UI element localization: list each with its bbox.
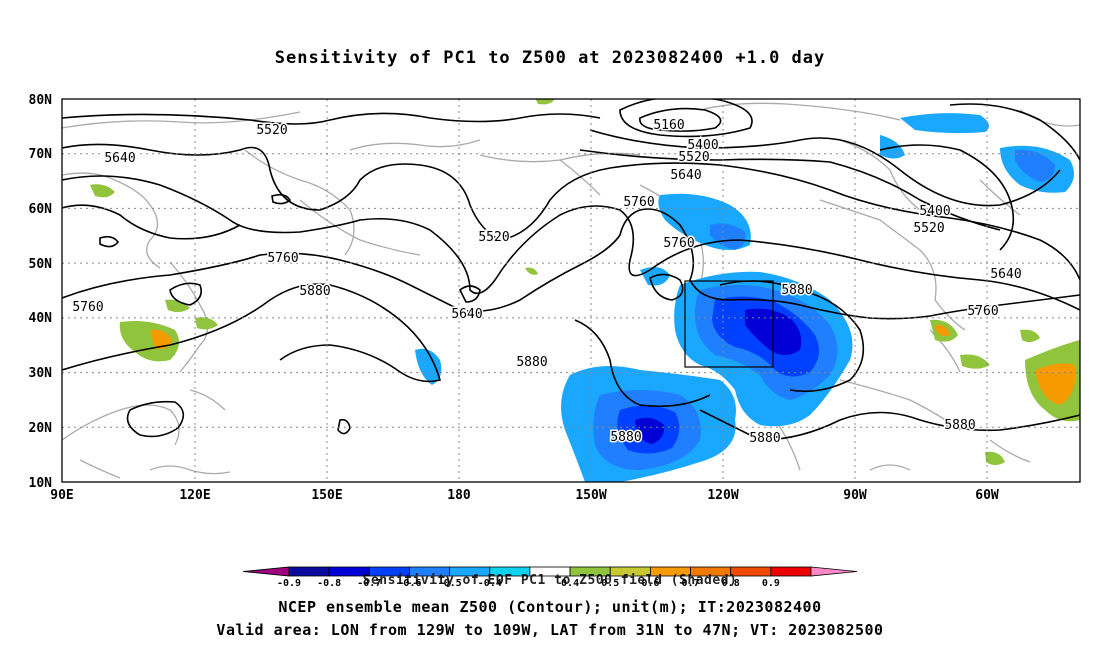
contour-label: 5760 bbox=[267, 251, 298, 266]
shaded-region bbox=[960, 354, 990, 369]
map-title: Sensitivity of PC1 to Z500 at 2023082400… bbox=[274, 48, 826, 68]
contour-label: 5640 bbox=[670, 168, 701, 183]
lon-tick-label: 90W bbox=[843, 488, 867, 503]
lat-tick-label: 40N bbox=[29, 311, 53, 326]
shaded-region bbox=[1035, 363, 1076, 405]
lat-tick-label: 60N bbox=[29, 202, 53, 217]
shaded-region bbox=[525, 267, 538, 275]
shaded-region bbox=[90, 184, 115, 198]
colorbar-tick-label: 0.8 bbox=[722, 578, 740, 589]
contour-label: 5760 bbox=[72, 300, 103, 315]
contour-label: 5760 bbox=[623, 195, 654, 210]
colorbar-tick-label: 0.9 bbox=[762, 578, 780, 589]
contour-label: 5640 bbox=[990, 267, 1021, 282]
colorbar-tick-label: 0.5 bbox=[601, 578, 619, 589]
colorbar bbox=[242, 566, 858, 577]
lat-tick-label: 10N bbox=[29, 476, 53, 491]
contour-label: 5520 bbox=[478, 230, 509, 245]
shaded-region bbox=[935, 324, 950, 336]
valid-area-box bbox=[684, 280, 774, 368]
gridlines bbox=[62, 99, 1080, 482]
colorbar-tick-label: -0.5 bbox=[438, 578, 462, 589]
shaded-region bbox=[710, 223, 746, 250]
shaded-region bbox=[535, 99, 555, 105]
contour-label: 5400 bbox=[687, 138, 718, 153]
colorbar-tick-label: 0.6 bbox=[641, 578, 659, 589]
contour-label: 5520 bbox=[913, 221, 944, 236]
lon-tick-label: 150E bbox=[311, 488, 342, 503]
contour-label: 5880 bbox=[781, 283, 812, 298]
shaded-region bbox=[415, 348, 442, 385]
contour-label: 5400 bbox=[919, 204, 950, 219]
caption-valid-area: Valid area: LON from 129W to 109W, LAT f… bbox=[216, 621, 884, 639]
contour-labels: 5520564055205640576058805760516054005520… bbox=[71, 117, 1023, 448]
contour-label: 5520 bbox=[678, 150, 709, 165]
contour-label: 5520 bbox=[256, 123, 287, 138]
contour-label: 5760 bbox=[967, 304, 998, 319]
colorbar-tick-label: -0.7 bbox=[357, 578, 381, 589]
lat-tick-label: 30N bbox=[29, 366, 53, 381]
lon-tick-label: 150W bbox=[575, 488, 606, 503]
lon-tick-label: 120W bbox=[707, 488, 738, 503]
contour-label: 5640 bbox=[451, 307, 482, 322]
contour-label: 5640 bbox=[104, 151, 135, 166]
map-frame bbox=[61, 98, 1081, 483]
shaded-region bbox=[1020, 329, 1040, 343]
lon-tick-label: 120E bbox=[179, 488, 210, 503]
colorbar-tick-label: -0.6 bbox=[397, 578, 421, 589]
lat-tick-label: 80N bbox=[29, 93, 53, 108]
colorbar-tick-label: -0.9 bbox=[277, 578, 301, 589]
caption-contour: NCEP ensemble mean Z500 (Contour); unit(… bbox=[278, 598, 822, 616]
contour-label: 5880 bbox=[749, 431, 780, 446]
shaded-region bbox=[150, 329, 172, 349]
lat-tick-label: 50N bbox=[29, 257, 53, 272]
shaded-region bbox=[985, 451, 1005, 465]
shaded-region bbox=[635, 417, 665, 444]
shaded-region bbox=[165, 299, 190, 313]
shaded-region bbox=[195, 317, 218, 330]
contour-label: 5160 bbox=[653, 118, 684, 133]
longitude-axis: 90E 120E 150E 180 150W 120W 90W 60W bbox=[50, 488, 999, 503]
shaded-region bbox=[900, 113, 989, 134]
shaded-region bbox=[1015, 149, 1055, 182]
colorbar-labels: -0.9 -0.8 -0.7 -0.6 -0.5 -0.4 0.4 0.5 0.6 0.7 0.8 0… bbox=[277, 578, 780, 589]
colorbar-cell bbox=[810, 566, 858, 577]
contour-label: 5760 bbox=[663, 236, 694, 251]
colorbar-tick-label: -0.8 bbox=[317, 578, 341, 589]
lon-tick-label: 90E bbox=[50, 488, 73, 503]
caption-shaded: Sensitivity of EOF PC1 to Z500 field (Sh… bbox=[362, 573, 738, 588]
lat-tick-label: 70N bbox=[29, 147, 53, 162]
colorbar-tick-label: 0.4 bbox=[561, 578, 579, 589]
lat-tick-label: 20N bbox=[29, 421, 53, 436]
contour-label: 5880 bbox=[516, 355, 547, 370]
contour-label: 5880 bbox=[610, 430, 641, 445]
lon-tick-label: 180 bbox=[447, 488, 471, 503]
contour-label: 5880 bbox=[944, 418, 975, 433]
colorbar-tick-label: -0.4 bbox=[478, 578, 502, 589]
shaded-sensitivity-field bbox=[90, 99, 1080, 482]
lon-tick-label: 60W bbox=[975, 488, 999, 503]
latitude-axis: 80N 70N 60N 50N 40N 30N 20N 10N bbox=[29, 93, 53, 491]
colorbar-tick-label: 0.7 bbox=[682, 578, 700, 589]
contour-label: 5880 bbox=[299, 284, 330, 299]
